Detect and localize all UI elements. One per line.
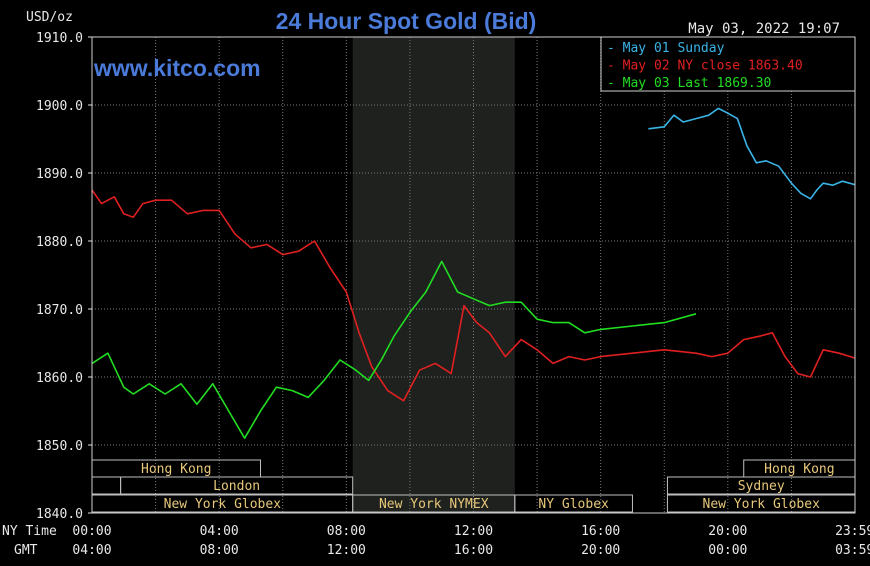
session-box (514, 494, 633, 513)
x-row-label-gmt: GMT (14, 543, 38, 558)
x-tick-label-ny: 00:00 (72, 524, 111, 539)
y-tick-label: 1880.0 (36, 235, 83, 250)
session-box (91, 476, 122, 495)
y-tick-label: 1840.0 (36, 507, 83, 522)
series-line-1 (91, 189, 855, 402)
chart-title: 24 Hour Spot Gold (Bid) (276, 8, 537, 34)
series-line-0 (648, 107, 855, 200)
x-tick-label-ny: 20:00 (708, 524, 747, 539)
legend-entry: - May 01 Sunday (607, 41, 725, 56)
session-label: Hong Kong (764, 462, 834, 477)
x-tick-label-ny: 08:00 (327, 524, 366, 539)
x-tick-label-gmt: 12:00 (327, 543, 366, 558)
x-row-label-ny: NY Time (2, 524, 57, 539)
y-tick-label: 1900.0 (36, 99, 83, 114)
x-tick-label-gmt: 20:00 (581, 543, 620, 558)
y-tick-label: 1890.0 (36, 167, 83, 182)
x-tick-label-ny: 04:00 (200, 524, 239, 539)
watermark-text: www.kitco.com (93, 55, 261, 81)
x-tick-label-ny: 12:00 (454, 524, 493, 539)
x-tick-label-gmt: 00:00 (708, 543, 747, 558)
y-tick-label: 1870.0 (36, 303, 83, 318)
x-tick-label-ny: 16:00 (581, 524, 620, 539)
session-label: NY Globex (538, 497, 609, 512)
x-tick-label-gmt: 08:00 (200, 543, 239, 558)
x-tick-label-ny: 23:59 (835, 524, 870, 539)
legend-box (600, 36, 856, 92)
session-label: Sydney (738, 479, 785, 494)
legend-entry: - May 02 NY close 1863.40 (607, 59, 803, 74)
session-label: New York NYMEX (379, 497, 489, 512)
y-tick-label: 1860.0 (36, 371, 83, 386)
session-label: New York Globex (164, 497, 282, 512)
session-label: New York Globex (703, 497, 821, 512)
legend-entry: - May 03 Last 1869.30 (607, 76, 771, 91)
session-label: Hong Kong (141, 462, 211, 477)
timestamp-text: May 03, 2022 19:07 (688, 21, 840, 37)
session-label: London (213, 479, 260, 494)
y-tick-label: 1910.0 (36, 31, 83, 46)
x-tick-label-gmt: 16:00 (454, 543, 493, 558)
y-tick-label: 1850.0 (36, 439, 83, 454)
plot-frame (91, 36, 856, 514)
y-axis-unit-label: USD/oz (26, 10, 73, 25)
x-tick-label-gmt: 03:59 (835, 543, 870, 558)
x-tick-label-gmt: 04:00 (72, 543, 111, 558)
series-line-2 (91, 260, 697, 440)
session-box (120, 476, 354, 495)
